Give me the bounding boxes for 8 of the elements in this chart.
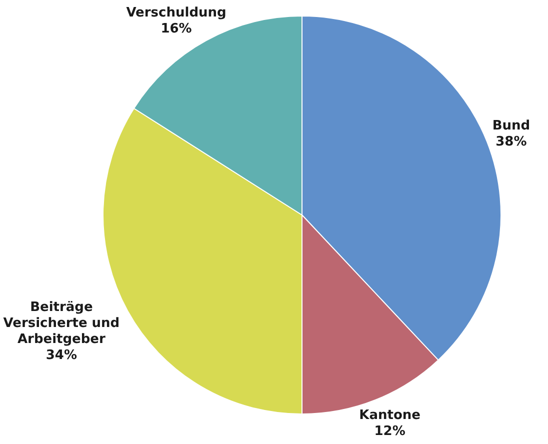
data-label: 16% [160,21,192,36]
data-label: 34% [46,348,78,363]
slice-label: Verschuldung [126,5,226,20]
slice-label: Kantone [359,408,421,424]
data-label: 12% [374,424,406,440]
slice-label: Bund [492,118,530,134]
slice-label: Beiträge Versicherte und Arbeitgeber [3,300,120,347]
data-label: 38% [496,134,527,150]
